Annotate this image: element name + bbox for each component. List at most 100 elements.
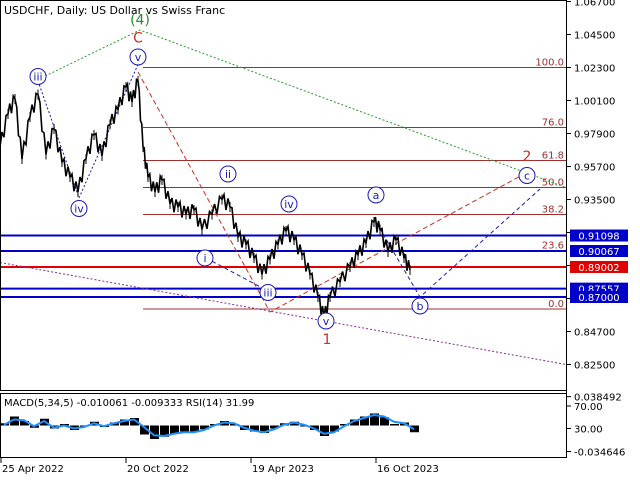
trend-line-red-wave: [137, 71, 528, 313]
wave-label-circle: [219, 165, 237, 183]
wave-label: C: [133, 31, 143, 47]
price-tick-label: 0.82500: [574, 361, 615, 372]
macd-signal-line: [3, 413, 415, 438]
price-tick-label: 1.04500: [574, 31, 615, 42]
wave-label: v: [135, 51, 142, 64]
wave-label-circle: [518, 167, 536, 184]
wave-label-circle: [317, 312, 335, 330]
macd-tick-label: 30.00: [574, 425, 603, 436]
fib-level-label: 23.6: [542, 241, 564, 252]
level-price-box: [570, 229, 628, 242]
wave-label: iv: [284, 198, 294, 211]
macd-histogram-bar: [190, 425, 199, 433]
macd-histogram-bar: [180, 425, 189, 432]
macd-tick-label: 70.00: [574, 402, 603, 413]
level-price-box: [570, 260, 628, 273]
macd-histogram-bar: [160, 425, 169, 437]
level-price-box: [570, 291, 628, 303]
main-panel: 100.076.061.850.038.223.60.0 iiiivvC(4)i…: [0, 0, 628, 458]
macd-tick-label: -0.034646: [574, 447, 625, 458]
wave-label: iii: [33, 71, 42, 84]
macd-histogram-bar: [230, 424, 239, 426]
macd-histogram-bar: [380, 417, 389, 426]
macd-histogram-bar: [150, 425, 159, 439]
macd-histogram-bar: [390, 424, 399, 426]
macd-histogram-bar: [260, 425, 269, 433]
time-tick-label: 20 Oct 2022: [127, 464, 189, 475]
time-tick-label: 25 Apr 2022: [2, 464, 64, 475]
macd-histogram-bar: [370, 413, 379, 426]
price-tick-label: 0.84700: [574, 328, 615, 339]
time-axis: 25 Apr 2022 20 Oct 2022 19 Apr 2023 16 Oct …: [0, 458, 439, 475]
wave-label-circle: [259, 284, 277, 301]
wave-label: a: [373, 189, 380, 202]
price-tick-label: 0.95700: [574, 163, 615, 174]
macd-histogram-bar: [340, 424, 349, 426]
wave-label: iv: [74, 203, 84, 216]
macd-histogram-bar: [350, 419, 359, 426]
trend-line-blue-wave-lower: [205, 257, 269, 292]
macd-histogram-bar: [200, 425, 209, 430]
fib-level-label: 100.0: [535, 58, 564, 69]
price-tick-label: 1.06700: [574, 0, 615, 9]
wave-label-circle: [411, 297, 429, 315]
macd-histogram-bar: [360, 416, 369, 426]
wave-label-circle: [280, 195, 298, 213]
macd-tick-label: 0.038492: [574, 393, 622, 404]
wave-label-circle: [196, 249, 214, 267]
wave-label-circle: [29, 68, 47, 85]
wave-label-circle: [70, 200, 88, 217]
level-price-label: 0.87000: [578, 293, 619, 304]
wave-label: i: [203, 252, 206, 265]
macd-histogram-bar: [170, 425, 179, 434]
macd-histogram-bar: [130, 418, 139, 426]
wave-label: 2: [523, 149, 532, 165]
wave-label: c: [524, 170, 530, 183]
level-price-box: [570, 244, 628, 257]
level-price-label: 0.89002: [578, 263, 619, 274]
macd-histogram-bar: [320, 425, 329, 436]
wave-label: b: [417, 300, 424, 313]
wave-label-circle: [129, 48, 147, 66]
wave-label: 1: [323, 332, 332, 348]
level-price-label: 0.87557: [578, 285, 619, 296]
chart-title: USDCHF, Daily: US Dollar vs Swiss Franc: [4, 4, 225, 17]
time-tick-label: 16 Oct 2023: [377, 464, 439, 475]
macd-histogram-bar: [140, 425, 149, 435]
price-series-layer: [0, 76, 411, 323]
fib-level-label: 0.0: [548, 299, 564, 310]
macd-histogram-bar: [20, 421, 29, 426]
macd-signal-layer: [3, 413, 415, 438]
level-price-label: 0.90067: [578, 247, 619, 258]
price-line: [0, 77, 411, 319]
fib-level-label: 76.0: [542, 118, 564, 129]
macd-histogram-bar: [270, 425, 279, 429]
trend-line-green-channel: [37, 29, 567, 188]
wave-label-circle: [367, 186, 385, 204]
price-tick-label: 0.93500: [574, 196, 615, 207]
fib-level-label: 38.2: [542, 205, 564, 216]
macd-histogram-bar: [250, 425, 259, 432]
macd-title: MACD(5,34,5) -0.010061 -0.009333 RSI(14)…: [4, 398, 254, 409]
macd-histogram-bar: [410, 425, 419, 433]
level-price-label: 0.91098: [578, 232, 619, 243]
price-tick-label: 1.02300: [574, 64, 615, 75]
macd-histogram-bar: [120, 419, 129, 426]
time-tick-label: 19 Apr 2023: [252, 464, 314, 475]
wave-label: (4): [130, 13, 150, 29]
price-tick-label: 1.00100: [574, 97, 615, 108]
price-tick-label: 0.97900: [574, 130, 615, 141]
macd-histogram-bar: [10, 416, 19, 426]
macd-histogram-bar: [330, 425, 339, 432]
wave-label: v: [323, 315, 330, 328]
wave-label: iii: [263, 287, 272, 300]
fib-level-label: 61.8: [542, 151, 564, 162]
wave-label: ii: [225, 168, 231, 181]
